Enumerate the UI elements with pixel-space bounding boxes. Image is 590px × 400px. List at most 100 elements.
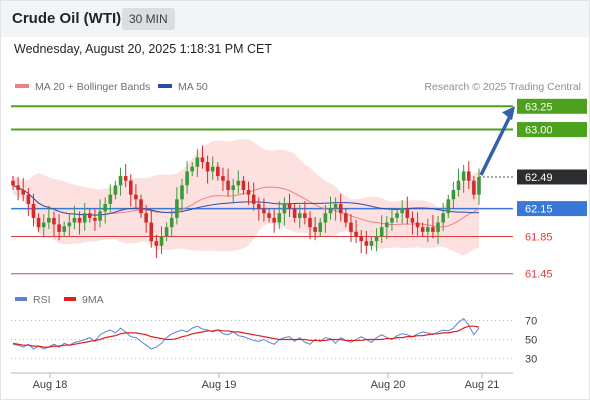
candle-body (93, 217, 97, 221)
candle-body (466, 171, 471, 181)
candle-body (267, 213, 271, 218)
candle-body (226, 180, 230, 190)
candle-body (103, 203, 107, 212)
candle-body (128, 180, 133, 195)
candle-body (297, 213, 302, 218)
level-label-61.85: 61.85 (525, 232, 553, 244)
interval-badge[interactable]: 30 MIN (122, 8, 175, 30)
candle-body (221, 176, 225, 181)
candle-body (144, 213, 148, 223)
candle-body (431, 227, 435, 232)
legend-ma50-label: MA 50 (178, 81, 208, 93)
candle-body (303, 213, 307, 218)
legend-ma50: MA 50 (158, 81, 208, 93)
candle-body (287, 203, 292, 209)
arrow-shaft (479, 115, 512, 176)
candle-body (11, 180, 15, 186)
candle-body (344, 213, 348, 223)
level-label-63.25: 63.25 (525, 101, 553, 113)
candle-body (236, 180, 241, 186)
candle-body (52, 217, 56, 225)
candle-body (354, 231, 358, 237)
candle-body (149, 222, 154, 242)
candle-body (277, 213, 282, 223)
rsi-tick-30: 30 (525, 354, 537, 366)
candle-body (451, 190, 456, 200)
rsi-tick-50: 50 (525, 335, 537, 347)
candle-body (139, 199, 143, 214)
rsi-panel: 70 50 30 (11, 316, 537, 366)
candle-body (477, 176, 481, 195)
candle-body (282, 203, 287, 214)
candle-body (292, 208, 297, 218)
legend-ma20-label: MA 20 + Bollinger Bands (35, 81, 151, 93)
candle-body (461, 171, 466, 181)
candle-body (272, 217, 276, 223)
candle-body (21, 190, 26, 195)
instrument-title: Crude Oil (WTI) (12, 10, 122, 27)
candle-body (180, 185, 184, 200)
x-tick-label-Aug-21: Aug 21 (465, 379, 500, 391)
candle-body (31, 203, 36, 218)
candle-body (241, 180, 246, 190)
candle-body (134, 194, 138, 200)
candle-body (308, 217, 312, 228)
candle-body (472, 180, 476, 195)
candle-body (328, 208, 333, 214)
candle-body (169, 217, 174, 228)
candle-body (333, 203, 338, 209)
candle-body (195, 157, 200, 167)
level-label-61.45: 61.45 (525, 269, 553, 281)
candle-body (77, 217, 82, 223)
candle-body (369, 241, 374, 246)
candle-body (425, 227, 430, 232)
x-tick-label-Aug-20: Aug 20 (371, 379, 406, 391)
candle-body (338, 203, 343, 214)
arrow-head (502, 106, 515, 121)
legend-9ma: 9MA (64, 294, 104, 306)
candle-body (257, 203, 261, 209)
level-label-63.00: 63.00 (525, 125, 553, 137)
x-axis: Aug 18 Aug 19 Aug 20 Aug 21 (11, 372, 513, 391)
candle-body (41, 222, 46, 228)
candle-body (154, 241, 159, 246)
candle-body (36, 217, 41, 228)
rsi-line (12, 317, 480, 350)
level-label-62.49: 62.49 (525, 172, 553, 184)
candle-body (159, 236, 164, 246)
candle-body (88, 213, 92, 218)
bollinger-band-fill (13, 139, 479, 256)
legend-9ma-swatch (64, 297, 76, 302)
candle-body (16, 185, 20, 190)
candle-body (108, 194, 113, 204)
x-tick-label-Aug-19: Aug 19 (202, 379, 237, 391)
candle-body (359, 236, 364, 242)
candle-body (318, 222, 323, 232)
candle-body (200, 157, 205, 163)
candle-body (364, 241, 369, 246)
candle-body (385, 222, 389, 228)
legend-rsi-swatch (15, 297, 27, 302)
legend-rsi-label: RSI (33, 294, 51, 306)
level-label-box-62.15 (517, 201, 587, 217)
candle-body (72, 217, 77, 223)
candle-body (395, 213, 399, 218)
candle-body (441, 213, 445, 223)
legend-rsi: RSI (15, 294, 51, 306)
candle-body (113, 185, 118, 195)
rsi-ma-line (12, 325, 480, 348)
copyright-text: Research © 2025 Trading Central (424, 81, 581, 93)
legend-9ma-label: 9MA (82, 294, 104, 306)
level-labels: 63.25 63.00 62.49 62.15 61.85 61.45 (517, 98, 587, 281)
candle-body (67, 222, 72, 227)
candle-body (379, 227, 384, 237)
candle-body (82, 213, 87, 223)
level-label-box-62.49 (517, 169, 587, 185)
candle-body (118, 176, 123, 186)
candle-body (405, 208, 410, 218)
candle-body (323, 213, 328, 223)
header-bar: Crude Oil (WTI) 30 MIN (1, 1, 589, 37)
candle-body (436, 222, 440, 232)
